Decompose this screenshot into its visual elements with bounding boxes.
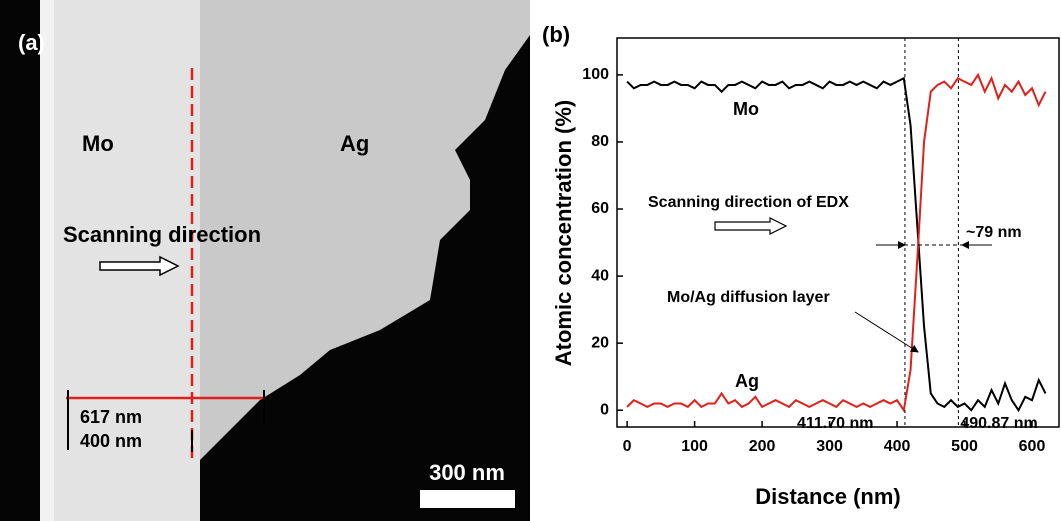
marker-label: 490.87 nm — [960, 415, 1037, 432]
series-label: Mo — [733, 99, 759, 119]
y-tick-label: 60 — [591, 200, 609, 217]
x-tick-label: 400 — [884, 438, 911, 455]
y-tick-label: 100 — [582, 66, 609, 83]
x-tick-label: 100 — [681, 438, 708, 455]
panel-label: (a) — [18, 30, 45, 55]
series-line — [627, 78, 1045, 410]
length-label: 617 nm — [80, 407, 142, 427]
x-tick-label: 0 — [623, 438, 632, 455]
y-tick-label: 40 — [591, 267, 609, 284]
scan-label: Scanning direction — [63, 222, 261, 247]
y-tick-label: 80 — [591, 133, 609, 150]
x-tick-label: 200 — [749, 438, 776, 455]
marker-label: 411.70 nm — [797, 415, 874, 432]
panel-b: (b) Distance (nm) Atomic concentration (… — [542, 22, 1059, 509]
y-axis-label: Atomic concentration (%) — [551, 100, 576, 366]
annotation-arrow — [715, 218, 786, 234]
x-tick-label: 600 — [1019, 438, 1046, 455]
scale-bar — [420, 490, 515, 508]
y-tick-label: 20 — [591, 334, 609, 351]
panel-a: (a) Mo Ag Scanning direction 617 nm 400 … — [0, 0, 530, 521]
figure: (a) Mo Ag Scanning direction 617 nm 400 … — [0, 0, 1061, 521]
annotation: Mo/Ag diffusion layer — [667, 289, 830, 306]
x-tick-label: 300 — [816, 438, 843, 455]
series-line — [627, 75, 1045, 410]
annotation: ~79 nm — [966, 224, 1022, 241]
series-label: Ag — [735, 371, 759, 391]
annotation: Scanning direction of EDX — [648, 194, 849, 211]
x-axis-label: Distance (nm) — [755, 484, 900, 509]
chart-title: (b) — [542, 22, 570, 47]
edge-glow — [40, 0, 54, 521]
material-label: Ag — [340, 131, 369, 156]
y-tick-label: 0 — [600, 401, 609, 418]
annotation-arrow — [855, 312, 918, 352]
page: (a) Mo Ag Scanning direction 617 nm 400 … — [0, 0, 1061, 521]
material-label: Mo — [82, 131, 114, 156]
x-tick-label: 500 — [951, 438, 978, 455]
length-label: 400 nm — [80, 431, 142, 451]
scale-bar-label: 300 nm — [429, 460, 505, 485]
